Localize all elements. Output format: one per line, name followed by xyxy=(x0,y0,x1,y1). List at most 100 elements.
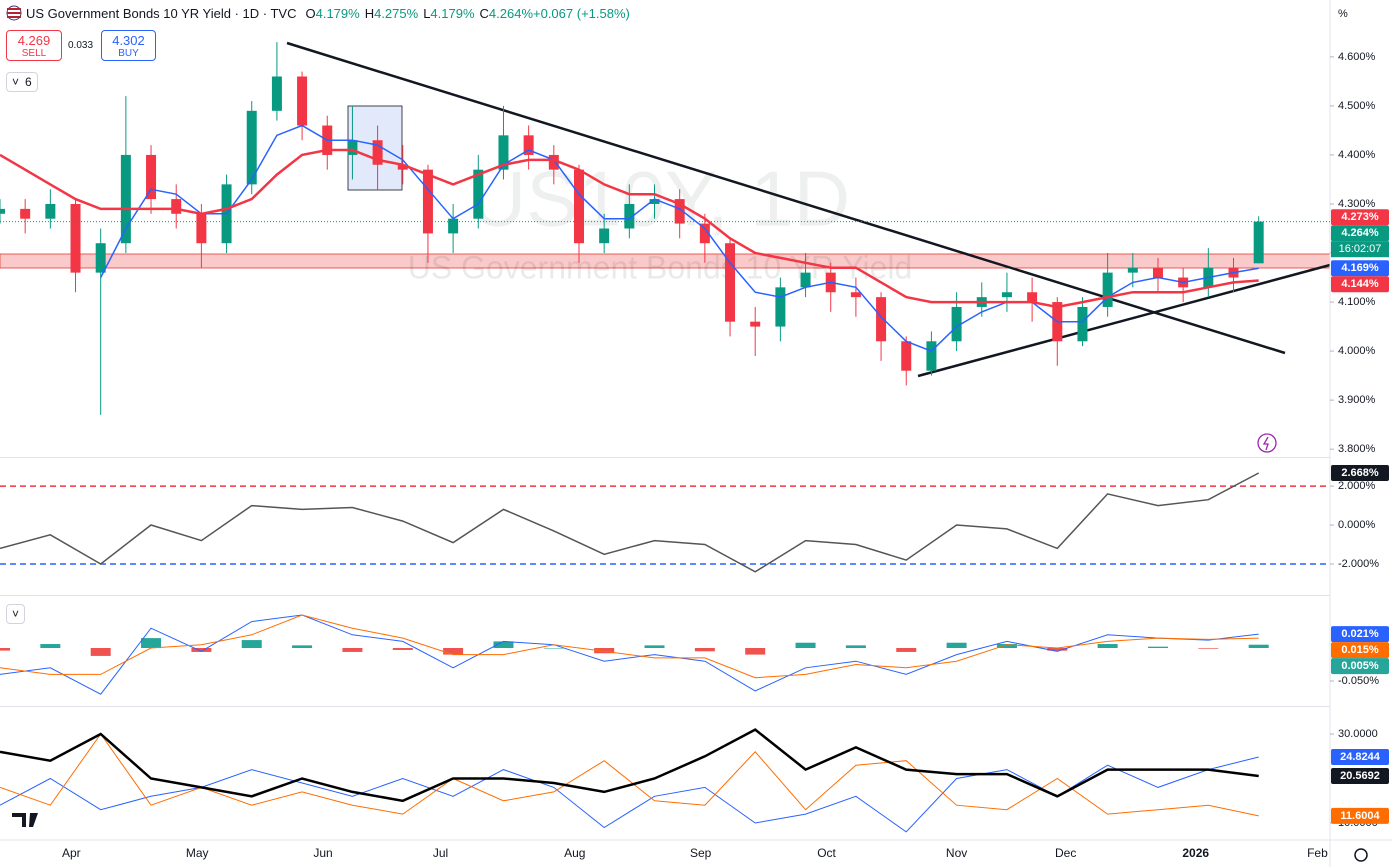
indicator-line xyxy=(0,614,1259,695)
candle-body xyxy=(523,135,534,155)
x-tick-label: Jul xyxy=(433,846,448,860)
value-tag-label: 11.6004 xyxy=(1340,810,1380,822)
histogram-bar xyxy=(40,644,61,648)
value-tag-label: 4.169% xyxy=(1341,262,1379,274)
candle-body xyxy=(0,208,5,214)
countdown: 16:02:07 xyxy=(1339,243,1382,255)
value-tag xyxy=(1331,767,1389,784)
spread: 0.033 xyxy=(68,40,94,51)
candle-body xyxy=(750,321,761,327)
candle-body xyxy=(422,169,433,234)
candle-body xyxy=(473,169,484,219)
histogram-bar xyxy=(292,645,313,648)
x-tick-label: Nov xyxy=(946,846,967,860)
countdown-tag xyxy=(1331,241,1389,258)
candle-body xyxy=(800,272,811,288)
value-tag-label: 4.273% xyxy=(1341,211,1379,223)
value-tag xyxy=(1331,807,1389,824)
y-tick-label: 3.900% xyxy=(1338,394,1376,406)
value-tag-label: 4.144% xyxy=(1341,278,1379,290)
y-tick-label: -0.050% xyxy=(1338,675,1379,687)
x-tick-label: Oct xyxy=(817,846,836,860)
histogram-bar xyxy=(1097,644,1118,648)
candle-body xyxy=(45,203,56,219)
value-tag xyxy=(1331,276,1389,293)
pane-toggle[interactable]: ˅ xyxy=(6,604,26,624)
histogram-bar xyxy=(996,644,1017,648)
indicators-toggle[interactable]: ˅ 6 xyxy=(6,72,38,92)
candle-body xyxy=(196,213,207,244)
value-tag xyxy=(1331,225,1389,242)
value-tag-label: 2.668% xyxy=(1341,467,1379,479)
ohlc-key: C xyxy=(479,5,489,21)
y-tick-label: 4.000% xyxy=(1338,345,1376,357)
ohlc-value: 4.179% xyxy=(430,5,475,21)
histogram-bar xyxy=(745,647,766,655)
x-tick-label: Aug xyxy=(564,846,585,860)
x-tick-label: Feb xyxy=(1307,846,1328,860)
histogram-bar xyxy=(795,642,816,648)
value-tag-label: 4.264% xyxy=(1341,227,1379,239)
indicator-line xyxy=(0,614,1259,679)
axis-unit: % xyxy=(1338,8,1348,20)
header: US Government Bonds 10 YR Yield · 1D · T… xyxy=(6,5,630,21)
flag-stripe xyxy=(7,12,21,14)
drawings xyxy=(0,41,1331,378)
sell-button[interactable]: 4.269 SELL xyxy=(6,30,62,61)
histogram-bar xyxy=(191,647,212,652)
ohlc-value: +0.067 (+1.58%) xyxy=(533,5,630,21)
trend-line xyxy=(917,263,1331,378)
candle-body xyxy=(699,223,710,244)
value-tag-label: 0.021% xyxy=(1341,628,1379,640)
alert-icon[interactable] xyxy=(1257,433,1277,453)
x-tick-label: Apr xyxy=(62,846,81,860)
trend-line xyxy=(286,41,1286,355)
buy-label: BUY xyxy=(118,48,139,59)
histogram-bar xyxy=(90,647,111,656)
candle-body xyxy=(1102,272,1113,307)
candle-body xyxy=(1001,292,1012,298)
indicator-line xyxy=(0,472,1260,573)
value-tag xyxy=(1331,465,1389,482)
flag-stripe xyxy=(7,8,21,10)
candle-body xyxy=(397,164,408,170)
settings-icon[interactable] xyxy=(1354,848,1368,862)
candle-body xyxy=(599,228,610,244)
candle-body xyxy=(271,76,282,111)
ohlc: O4.179% H4.275% L4.179% C4.264%+0.067 (+1.5… xyxy=(300,6,629,21)
indicator-line xyxy=(0,728,1259,803)
y-tick-label: 4.300% xyxy=(1338,198,1376,210)
histogram-bar xyxy=(896,647,917,652)
value-tag xyxy=(1331,626,1389,643)
y-tick-label: -2.000% xyxy=(1338,558,1379,570)
ohlc-value: 4.264% xyxy=(488,5,533,21)
histogram-bar xyxy=(1198,647,1219,649)
histogram-bar xyxy=(644,645,665,648)
buy-button[interactable]: 4.302 BUY xyxy=(101,30,156,61)
candle-body xyxy=(146,154,157,200)
histogram-bar xyxy=(493,641,514,648)
candle-body xyxy=(20,208,31,219)
value-tag xyxy=(1331,209,1389,226)
candle-body xyxy=(498,135,509,170)
candle-body xyxy=(1077,306,1088,342)
indicator-line xyxy=(0,733,1259,817)
indicator-line xyxy=(0,756,1259,833)
flag-stripe xyxy=(7,16,21,18)
candle-body xyxy=(171,199,182,214)
candle-body xyxy=(70,203,81,273)
value-tag-label: 0.005% xyxy=(1341,660,1379,672)
value-tag xyxy=(1331,260,1389,277)
candle-body xyxy=(649,199,660,204)
chevron: ˅ xyxy=(12,75,20,89)
histogram-bar xyxy=(845,645,866,648)
value-tag xyxy=(1331,642,1389,659)
y-tick-label: 4.400% xyxy=(1338,149,1376,161)
sell-price: 4.269 xyxy=(17,33,51,48)
flag-icon xyxy=(6,5,22,21)
sell-label: SELL xyxy=(21,48,47,59)
y-tick-label: 4.500% xyxy=(1338,100,1376,112)
pane: 3.800%3.900%4.000%4.100%4.200%4.300%4.40… xyxy=(0,42,1389,455)
